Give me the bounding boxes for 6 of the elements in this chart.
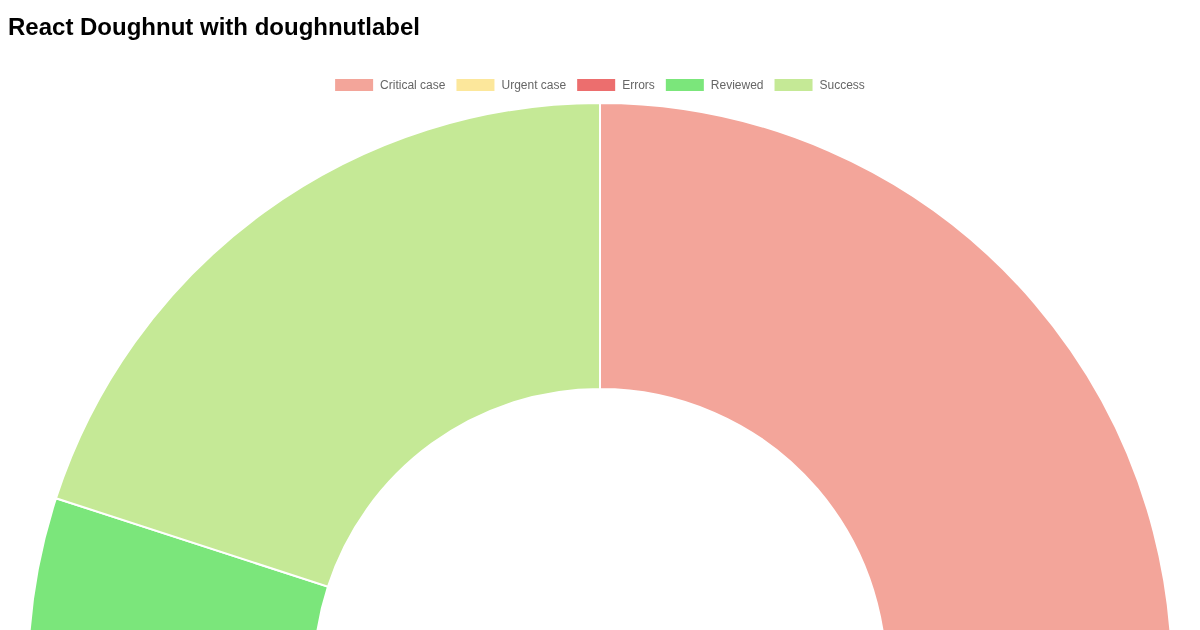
legend-label: Success (819, 78, 865, 93)
legend-label: Reviewed (710, 78, 764, 93)
legend-label: Urgent case (501, 78, 567, 93)
legend-label: Errors (622, 78, 655, 93)
chart-title: React Doughnut with doughnutlabel (8, 13, 420, 40)
legend-label: Critical case (380, 78, 446, 93)
